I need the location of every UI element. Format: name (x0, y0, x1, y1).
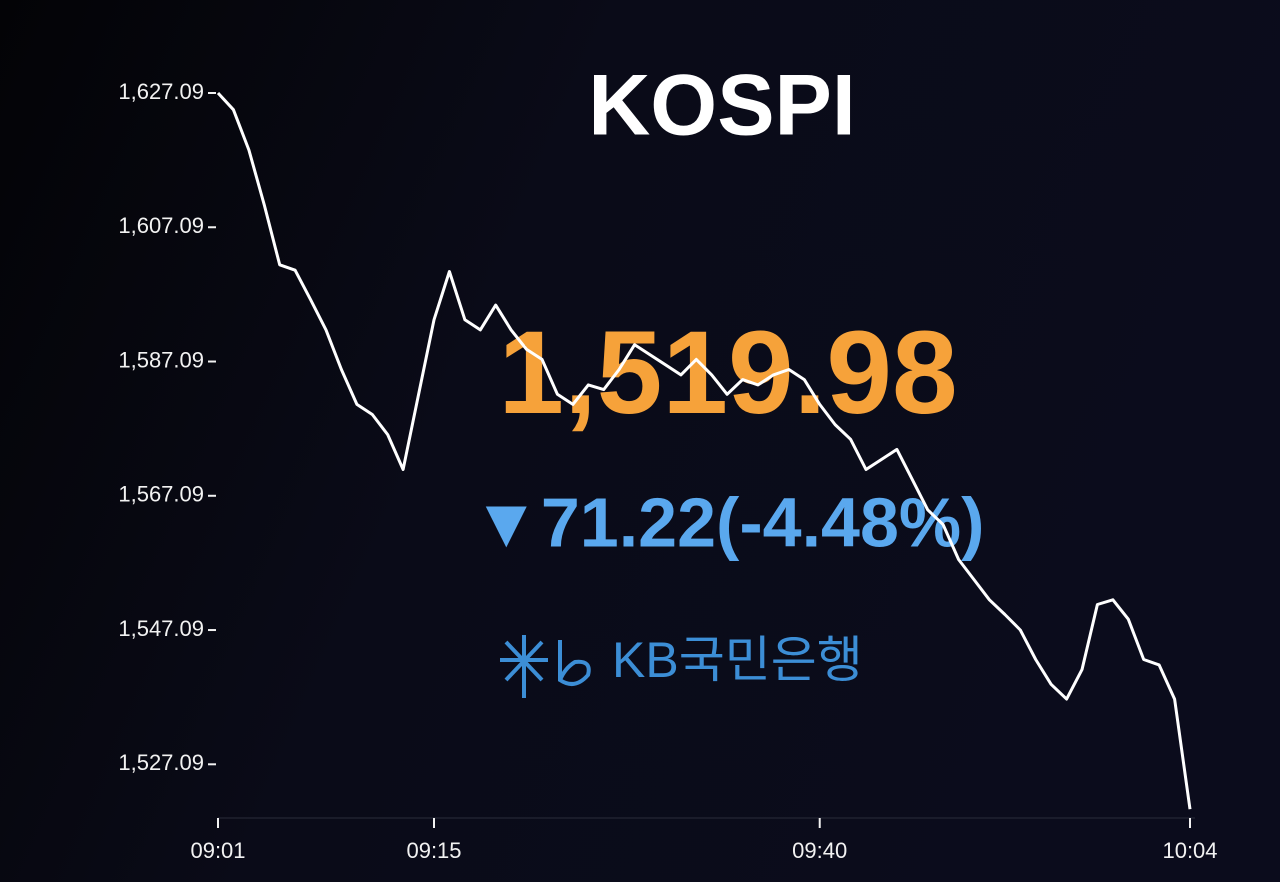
y-tick-label: 1,567.09 (118, 482, 204, 507)
chart-title: KOSPI (588, 58, 856, 154)
y-tick-label: 1,607.09 (118, 213, 204, 238)
kb-logo-icon (500, 635, 591, 698)
y-tick-label: 1,527.09 (118, 750, 204, 775)
x-tick-label: 10:04 (1162, 838, 1217, 863)
current-value: 1,519.98 (498, 307, 957, 439)
x-tick-label: 09:15 (406, 838, 461, 863)
x-tick-label: 09:01 (190, 838, 245, 863)
change-value: ▼71.22(-4.48%) (472, 483, 985, 561)
bank-logo-text: KB국민은행 (612, 632, 863, 688)
y-tick-label: 1,547.09 (118, 616, 204, 641)
y-tick-label: 1,587.09 (118, 347, 204, 372)
y-tick-label: 1,627.09 (118, 79, 204, 104)
x-tick-label: 09:40 (792, 838, 847, 863)
price-line (216, 91, 1192, 810)
